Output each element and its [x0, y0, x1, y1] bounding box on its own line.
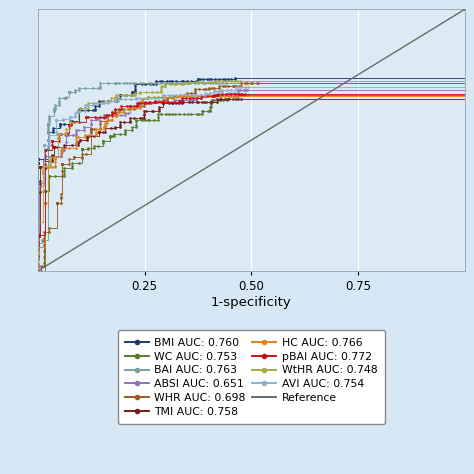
X-axis label: 1-specificity: 1-specificity [211, 296, 292, 309]
Legend: BMI AUC: 0.760, WC AUC: 0.753, BAI AUC: 0.763, ABSI AUC: 0.651, WHR AUC: 0.698, : BMI AUC: 0.760, WC AUC: 0.753, BAI AUC: … [118, 330, 385, 424]
